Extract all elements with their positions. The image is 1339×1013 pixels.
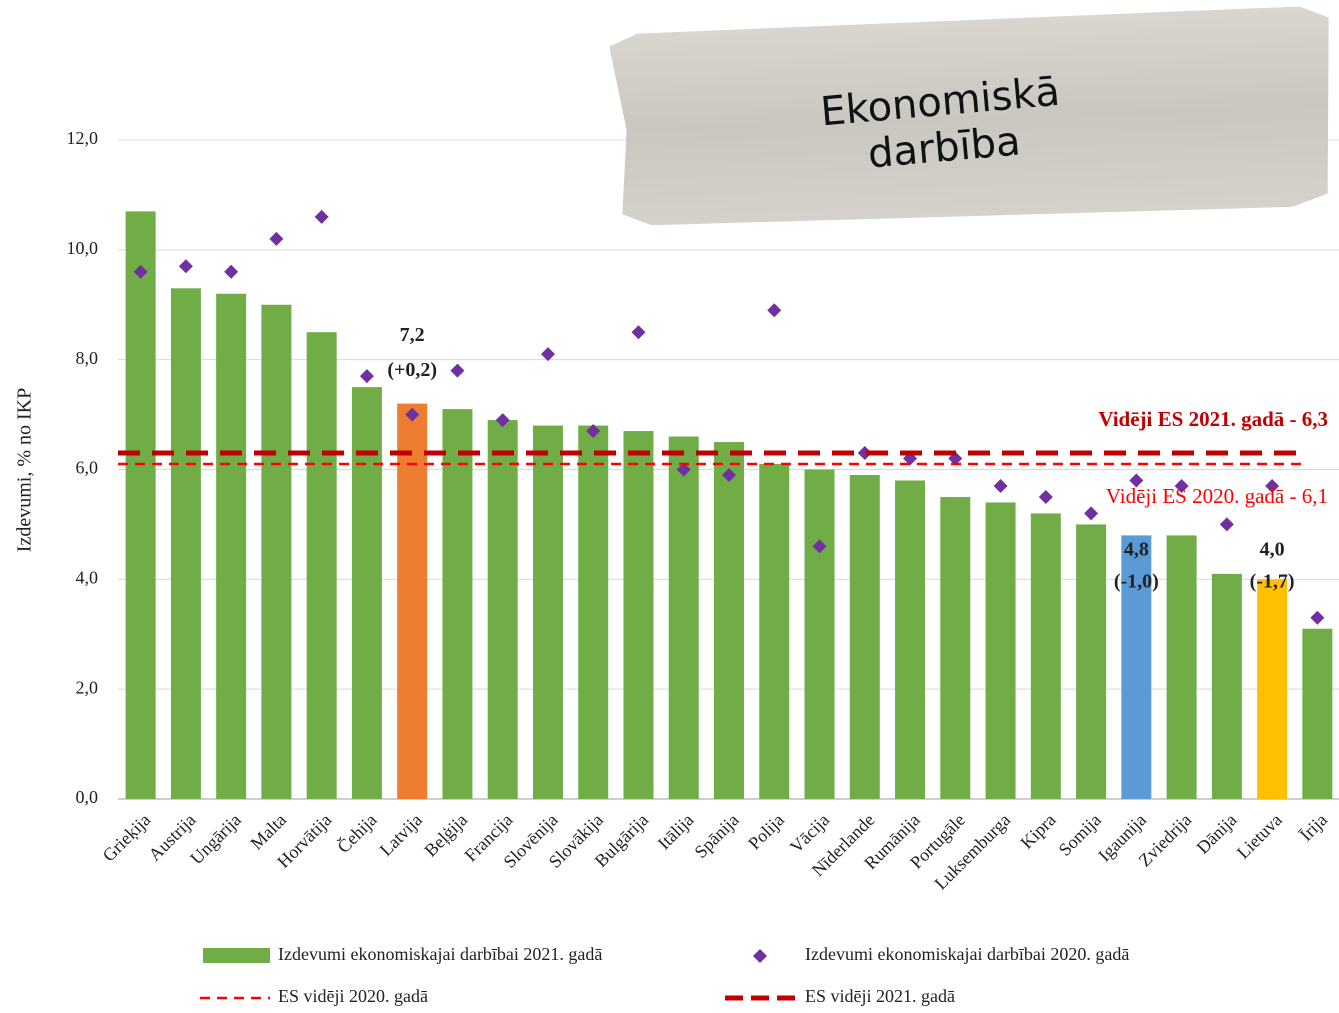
bar [487, 420, 518, 799]
diamond-marker [405, 407, 420, 422]
bar [623, 431, 654, 799]
x-tick-label: Īrija [1296, 810, 1331, 845]
reference-label: Vidēji ES 2021. gadā - 6,3 [1098, 407, 1328, 431]
bar [216, 293, 247, 799]
x-tick-label: Grieķija [99, 810, 155, 866]
diamond-marker [224, 264, 239, 279]
diamond-marker [993, 478, 1008, 493]
bar [1257, 579, 1288, 799]
bar [397, 403, 428, 799]
bar [714, 442, 744, 799]
diamond-marker [178, 259, 193, 274]
bar [759, 464, 790, 799]
diamond-marker [631, 325, 646, 340]
diamond-marker [1038, 489, 1053, 504]
diamond-marker [586, 424, 601, 439]
diamond-marker [1129, 473, 1144, 488]
x-tick-label: Kipra [1016, 810, 1059, 853]
diamond-marker [359, 369, 374, 384]
x-tick-label: Dānija [1193, 810, 1241, 858]
bar [849, 474, 880, 799]
diamond-marker [1265, 478, 1280, 493]
data-label: 4,0 [1260, 539, 1285, 561]
y-tick-label: 10,0 [67, 238, 99, 258]
bar [940, 496, 971, 799]
y-tick-label: 2,0 [76, 677, 99, 697]
title-tape: Ekonomiskā darbība [609, 5, 1336, 230]
diamond-marker [767, 303, 782, 318]
diamond-marker [1084, 506, 1099, 521]
diamond-marker [314, 209, 329, 224]
diamond-marker [540, 347, 555, 362]
y-tick-label: 12,0 [67, 128, 99, 148]
legend-label: Izdevumi ekonomiskajai darbībai 2021. ga… [278, 944, 602, 964]
y-tick-label: 6,0 [76, 458, 99, 478]
diamond-marker [722, 467, 736, 482]
diamond-marker [269, 231, 284, 246]
diamond-marker [1219, 517, 1234, 532]
bar [442, 409, 473, 799]
legend-swatch [753, 949, 767, 963]
diamond-marker [857, 446, 872, 461]
diamond-marker [1310, 610, 1325, 625]
x-tick-label: Polija [744, 810, 788, 854]
x-tick-label: Čehija [333, 809, 381, 857]
diamond-marker [676, 462, 691, 477]
bar [125, 211, 156, 799]
change-label: (-1,0) [1114, 571, 1159, 593]
bar [985, 502, 1016, 799]
bar [578, 425, 609, 799]
y-tick-label: 8,0 [76, 348, 99, 368]
legend-label: Izdevumi ekonomiskajai darbībai 2020. ga… [805, 944, 1129, 964]
bar [804, 469, 835, 799]
bar [1121, 535, 1152, 799]
bar [306, 332, 337, 799]
x-tick-label: Latvija [376, 810, 426, 860]
reference-label: Vidēji ES 2020. gadā - 6,1 [1106, 484, 1328, 508]
change-label: (+0,2) [387, 359, 437, 381]
change-label: (-1,7) [1250, 571, 1295, 593]
bar [1302, 628, 1333, 799]
bar [261, 304, 292, 799]
bar [1076, 524, 1107, 799]
x-tick-label: Spānija [690, 810, 742, 862]
legend-label: ES vidēji 2020. gadā [278, 986, 428, 1006]
bar [351, 387, 382, 799]
diamond-marker [812, 539, 827, 554]
bar [895, 480, 926, 799]
bar [170, 288, 201, 799]
x-tick-label: Ungārija [186, 810, 245, 869]
data-label: 4,8 [1124, 539, 1149, 561]
y-tick-label: 4,0 [76, 567, 99, 587]
legend-label: ES vidēji 2021. gadā [805, 986, 955, 1006]
diamond-marker [495, 413, 510, 428]
diamond-marker [133, 264, 148, 279]
bar [532, 425, 563, 799]
legend-swatch [203, 948, 270, 963]
bar [1166, 535, 1197, 799]
y-axis-label: Izdevumi, % no IKP [14, 388, 36, 552]
diamond-marker [1174, 478, 1189, 493]
bar [1030, 513, 1061, 799]
y-tick-label: 0,0 [76, 787, 99, 807]
x-tick-label: Lietuva [1233, 810, 1286, 863]
bar [668, 436, 699, 799]
data-label: 7,2 [400, 324, 425, 346]
diamond-marker [450, 363, 465, 378]
bar [1211, 573, 1242, 799]
